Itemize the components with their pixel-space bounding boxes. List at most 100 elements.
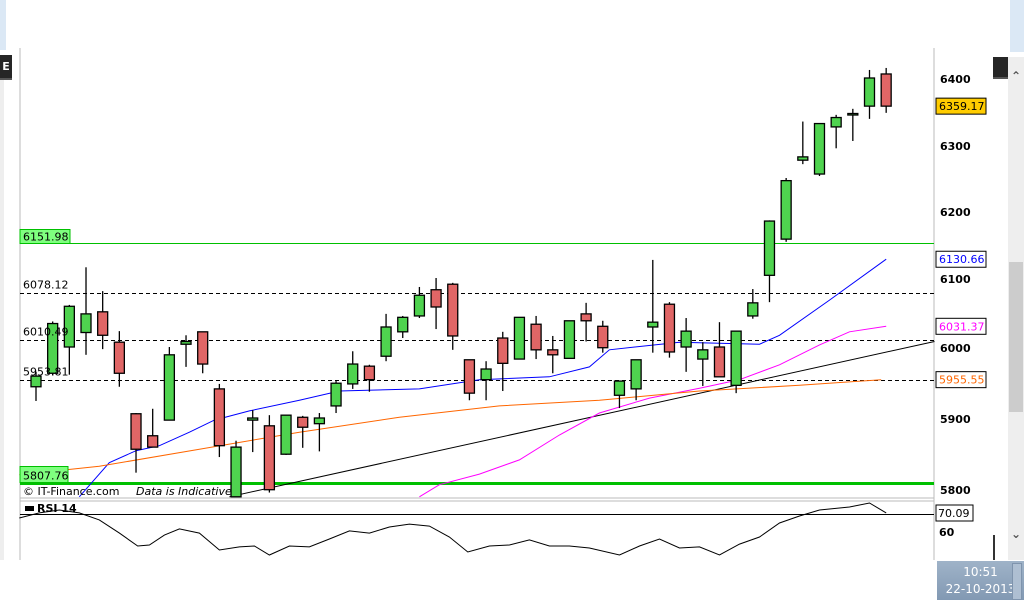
ma-value-box <box>935 250 987 268</box>
bear-candle <box>580 302 592 342</box>
candle-body <box>880 73 892 107</box>
candle-body <box>413 294 426 317</box>
candle-body <box>97 311 109 336</box>
bear-candle <box>880 67 892 113</box>
clock-time: 10:51 <box>963 565 998 579</box>
bull-candle <box>63 304 75 375</box>
bull-candle <box>380 313 392 362</box>
bear-candle <box>130 413 142 473</box>
bull-candle <box>30 371 42 401</box>
bull-candle <box>697 342 709 387</box>
rsi-title: RSI 14 <box>37 502 77 515</box>
bull-candle <box>730 330 742 394</box>
bear-candle <box>497 331 509 392</box>
bull-candle <box>797 121 809 165</box>
candle-body <box>30 375 42 388</box>
candle-body <box>563 320 576 360</box>
rsi-value-box <box>935 504 974 522</box>
bull-candle <box>280 414 292 455</box>
copyright-text: © IT-Finance.com <box>23 485 120 498</box>
candle-body <box>697 349 709 360</box>
last-price-box <box>935 97 987 115</box>
candle-body <box>247 417 259 421</box>
bear-candle <box>463 359 476 401</box>
candle-body <box>363 365 376 381</box>
candle-body <box>647 321 659 328</box>
candle-body <box>463 359 476 394</box>
ma-value-box <box>935 317 987 335</box>
candle-body <box>680 330 692 348</box>
bear-candle <box>530 315 542 360</box>
bull-candle <box>647 259 659 353</box>
disclaimer-text: Data is Indicative <box>136 485 232 498</box>
ma-value-label: 6130.66 <box>939 253 985 266</box>
bear-candle <box>197 331 209 374</box>
candle-body <box>613 380 626 396</box>
candle-body <box>863 77 876 107</box>
candle-body <box>530 323 542 351</box>
bull-candle <box>330 381 342 414</box>
bull-candle <box>413 286 426 319</box>
candle-body <box>163 354 176 421</box>
bear-candle <box>213 383 226 458</box>
moving-average-slow <box>19 379 882 476</box>
bear-candle <box>97 291 109 350</box>
ma-value-label: 5955.55 <box>939 374 985 387</box>
bull-candle <box>630 359 642 401</box>
price-tick-label: 5900 <box>940 413 971 426</box>
chevron-down-icon[interactable]: ⌄ <box>1010 527 1022 541</box>
bear-candle <box>447 282 459 350</box>
bull-candle <box>763 220 776 303</box>
window-edge <box>1010 0 1024 52</box>
window-edge <box>0 0 6 50</box>
bear-candle <box>663 302 676 358</box>
rsi-value-label: 70.09 <box>938 507 970 520</box>
taskbar-clock[interactable]: 10:51 22-10-2013 <box>937 561 1024 600</box>
ma-value-box <box>935 371 987 389</box>
price-tick-label: 6300 <box>940 140 971 153</box>
clock-date: 22-10-2013 <box>945 582 1016 596</box>
panel-toggle-button[interactable] <box>993 57 1008 79</box>
bull-candle <box>247 410 259 453</box>
candle-body <box>280 414 292 455</box>
candle-body <box>497 337 509 364</box>
candle-body <box>847 112 859 116</box>
chevron-up-icon[interactable]: ⌃ <box>1010 69 1022 83</box>
left-panel-button[interactable]: E <box>0 55 12 80</box>
moving-average-fast <box>78 258 887 498</box>
rsi-legend-swatch <box>25 506 34 511</box>
scrollbar-thumb[interactable] <box>1009 262 1023 412</box>
candle-body <box>230 446 242 498</box>
candle-body <box>147 435 159 448</box>
candle-body <box>130 413 142 450</box>
moving-average-mid <box>419 325 887 498</box>
candle-body <box>347 363 359 385</box>
bull-candle <box>180 335 192 367</box>
bull-candle <box>480 361 492 401</box>
level-label: 6151.98 <box>23 231 69 244</box>
vertical-scrollbar[interactable]: ⌃ ⌄ <box>1008 57 1024 560</box>
candle-body <box>480 368 492 381</box>
candle-body <box>213 388 226 447</box>
bull-candle <box>863 69 876 119</box>
candle-body <box>780 179 792 240</box>
candle-body <box>747 302 759 317</box>
bull-candle <box>780 178 792 242</box>
ma-value-label: 6031.37 <box>939 320 985 333</box>
bear-candle <box>113 331 125 387</box>
price-tick-label: 6400 <box>940 73 971 86</box>
candle-body <box>180 340 192 345</box>
level-label: 6078.12 <box>23 279 69 292</box>
level-label-box <box>19 229 71 244</box>
bear-candle <box>263 415 276 493</box>
level-label-box <box>19 466 69 483</box>
candle-body <box>713 346 726 378</box>
bull-candle <box>163 347 176 421</box>
price-tick-label: 6200 <box>940 206 971 219</box>
candles-group <box>30 67 892 498</box>
bear-candle <box>297 415 309 448</box>
level-label: 5807.76 <box>23 470 69 483</box>
candle-body <box>547 349 559 356</box>
candle-body <box>330 382 342 407</box>
